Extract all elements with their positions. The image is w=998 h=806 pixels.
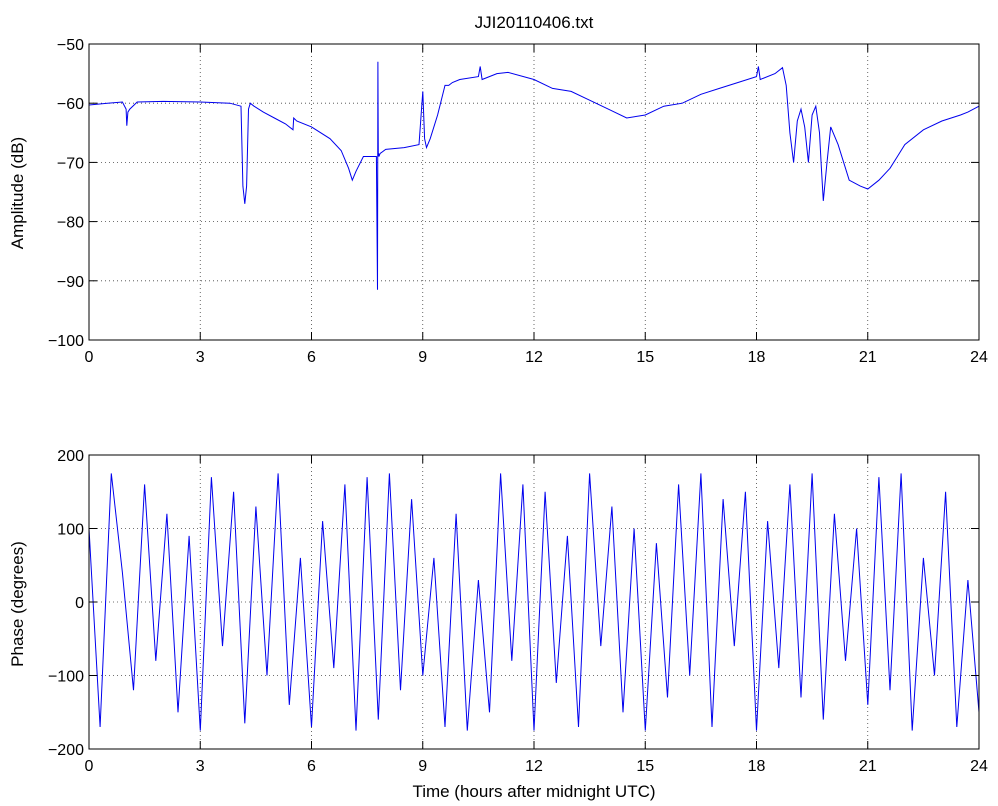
x-tick-label: 24 <box>970 758 988 775</box>
y-tick-label: 0 <box>75 595 84 612</box>
plot-frame-amplitude <box>88 43 980 341</box>
y-tick-label: −70 <box>57 155 84 172</box>
y-axis-label-phase: Phase (degrees) <box>8 541 27 667</box>
x-tick-label: 12 <box>525 349 543 366</box>
x-tick-label: 6 <box>307 758 316 775</box>
y-tick-label: −90 <box>57 274 84 291</box>
x-tick-label: 24 <box>970 349 988 366</box>
x-tick-label: 15 <box>636 349 654 366</box>
x-tick-label: 12 <box>525 758 543 775</box>
x-tick-label: 3 <box>196 349 205 366</box>
y-tick-label: −200 <box>48 742 84 759</box>
x-tick-label: 3 <box>196 758 205 775</box>
x-axis-label-time: Time (hours after midnight UTC) <box>412 782 655 801</box>
ticks-phase: 0 3 6 9 12 15 18 21 24 200 100 0 −100 −200 <box>48 448 988 775</box>
y-tick-label: 100 <box>57 522 84 539</box>
gridlines-phase <box>89 455 979 749</box>
y-tick-label: −60 <box>57 96 84 113</box>
x-tick-label: 18 <box>748 349 766 366</box>
x-tick-label: 9 <box>418 349 427 366</box>
phase-plot: Phase (degrees) Time (hours after midnig… <box>8 448 988 801</box>
series-line <box>88 473 980 731</box>
x-tick-label: 21 <box>859 349 877 366</box>
y-tick-label: −100 <box>48 669 84 686</box>
plot-frame-phase <box>88 454 980 750</box>
x-tick-label: 6 <box>307 349 316 366</box>
x-tick-label: 9 <box>418 758 427 775</box>
x-tick-label: 18 <box>748 758 766 775</box>
x-tick-label: 0 <box>85 758 94 775</box>
series-line <box>88 61 980 290</box>
gridlines-amplitude <box>89 44 979 340</box>
chart-title: JJI20110406.txt <box>475 13 594 32</box>
ticks-amplitude: 0 3 6 9 12 15 18 21 24 −50 −60 −70 −80 −90 −100 <box>48 37 988 366</box>
y-tick-label: −80 <box>57 215 84 232</box>
y-tick-label: −50 <box>57 37 84 54</box>
y-tick-label: 200 <box>57 448 84 465</box>
y-axis-label-amplitude: Amplitude (dB) <box>8 137 27 249</box>
x-tick-label: 0 <box>85 349 94 366</box>
amplitude-plot: JJI20110406.txt Amplitude (dB) 0 3 6 9 12 15 1… <box>8 13 988 366</box>
x-tick-label: 15 <box>636 758 654 775</box>
series-phase <box>88 473 980 731</box>
x-tick-label: 21 <box>859 758 877 775</box>
series-amplitude <box>88 61 980 290</box>
y-tick-label: −100 <box>48 333 84 350</box>
